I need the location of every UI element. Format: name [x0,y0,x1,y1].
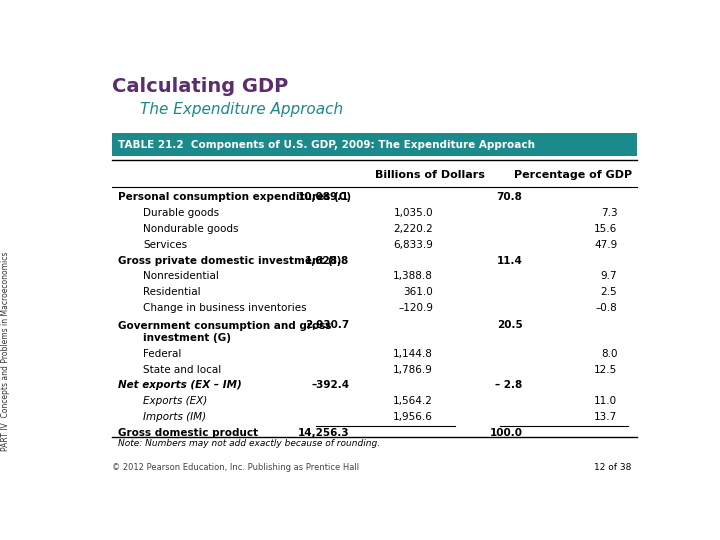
Text: 7.3: 7.3 [600,208,617,218]
Text: 1,564.2: 1,564.2 [393,396,433,406]
Text: Calculating GDP: Calculating GDP [112,77,289,96]
Text: Government consumption and gross: Government consumption and gross [118,321,331,331]
Text: The Expenditure Approach: The Expenditure Approach [140,102,343,117]
Text: 13.7: 13.7 [594,412,617,422]
Text: Percentage of GDP: Percentage of GDP [513,170,631,180]
Text: 20.5: 20.5 [497,320,523,330]
Text: PART IV  Concepts and Problems in Macroeconomics: PART IV Concepts and Problems in Macroec… [1,251,10,451]
Text: Exports (EX): Exports (EX) [143,396,207,406]
Text: Billions of Dollars: Billions of Dollars [375,170,485,180]
Text: 9.7: 9.7 [600,272,617,281]
Text: 1,388.8: 1,388.8 [393,272,433,281]
Text: 6,833.9: 6,833.9 [393,240,433,250]
Text: Services: Services [143,240,187,250]
Text: 100.0: 100.0 [490,428,523,438]
Text: –0.8: –0.8 [595,303,617,313]
Text: Imports (IM): Imports (IM) [143,412,206,422]
Text: –120.9: –120.9 [398,303,433,313]
Text: © 2012 Pearson Education, Inc. Publishing as Prentice Hall: © 2012 Pearson Education, Inc. Publishin… [112,463,359,472]
Text: 70.8: 70.8 [497,192,523,202]
Text: Gross domestic product: Gross domestic product [118,428,258,438]
Text: 2,930.7: 2,930.7 [305,320,349,330]
Text: State and local: State and local [143,364,221,375]
Text: investment (G): investment (G) [143,333,231,343]
Text: 47.9: 47.9 [594,240,617,250]
Text: Durable goods: Durable goods [143,208,219,218]
Text: Nondurable goods: Nondurable goods [143,224,238,234]
Text: 10,089.1: 10,089.1 [298,192,349,202]
Text: 1,035.0: 1,035.0 [394,208,433,218]
Text: – 2.8: – 2.8 [495,380,523,390]
Text: 12 of 38: 12 of 38 [594,463,631,472]
Text: Net exports (EX – IM): Net exports (EX – IM) [118,380,242,390]
Text: 11.0: 11.0 [594,396,617,406]
Text: Federal: Federal [143,349,181,359]
Text: TABLE 21.2  Components of U.S. GDP, 2009: The Expenditure Approach: TABLE 21.2 Components of U.S. GDP, 2009:… [118,140,535,150]
Text: 1,628.8: 1,628.8 [305,255,349,266]
Text: –392.4: –392.4 [311,380,349,390]
Text: Gross private domestic investment (I): Gross private domestic investment (I) [118,255,341,266]
Text: Note: Numbers may not add exactly because of rounding.: Note: Numbers may not add exactly becaus… [118,438,380,448]
Text: 14,256.3: 14,256.3 [298,428,349,438]
Text: Nonresidential: Nonresidential [143,272,219,281]
Text: 12.5: 12.5 [594,364,617,375]
Text: 1,144.8: 1,144.8 [393,349,433,359]
Text: Change in business inventories: Change in business inventories [143,303,307,313]
Text: 11.4: 11.4 [497,255,523,266]
Text: 2,220.2: 2,220.2 [393,224,433,234]
Text: 2.5: 2.5 [600,287,617,297]
Text: 15.6: 15.6 [594,224,617,234]
FancyBboxPatch shape [112,133,637,156]
Text: 8.0: 8.0 [600,349,617,359]
Text: 361.0: 361.0 [403,287,433,297]
Text: 1,786.9: 1,786.9 [393,364,433,375]
Text: Personal consumption expenditures (C): Personal consumption expenditures (C) [118,192,351,202]
Text: Residential: Residential [143,287,201,297]
Text: 1,956.6: 1,956.6 [393,412,433,422]
